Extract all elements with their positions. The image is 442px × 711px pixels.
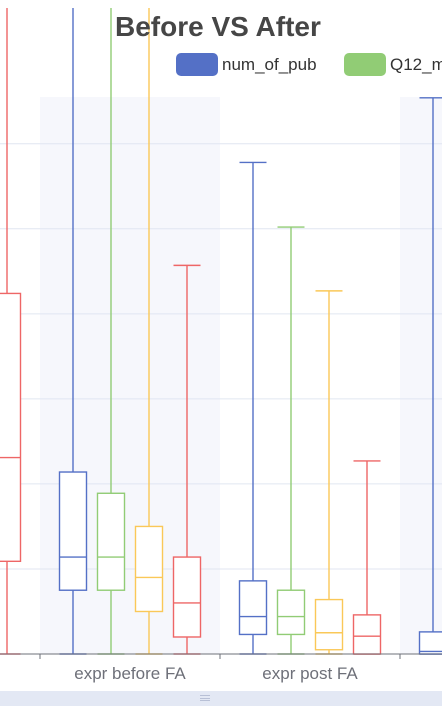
- legend[interactable]: num_of_pub Q12_m: [176, 53, 442, 76]
- iqr-box: [60, 472, 87, 590]
- iqr-box: [98, 493, 125, 590]
- iqr-box: [354, 615, 381, 654]
- boxplot-box[interactable]: [0, 8, 21, 654]
- legend-swatch: [344, 53, 386, 76]
- chart-title: Before VS After: [115, 11, 321, 42]
- boxplot-box[interactable]: [316, 291, 343, 654]
- iqr-box: [316, 600, 343, 650]
- x-tick-label: expr before FA: [74, 664, 186, 683]
- category-band: [400, 97, 442, 654]
- boxplot-box[interactable]: [240, 162, 267, 654]
- legend-item[interactable]: num_of_pub: [176, 53, 317, 76]
- horizontal-scrollbar[interactable]: [0, 691, 442, 706]
- iqr-box: [240, 581, 267, 635]
- scrollbar-grip-icon[interactable]: [200, 695, 210, 701]
- legend-swatch: [176, 53, 218, 76]
- legend-label: num_of_pub: [222, 55, 317, 74]
- boxplot-box[interactable]: [278, 227, 305, 654]
- legend-item[interactable]: Q12_m: [344, 53, 442, 76]
- x-tick-label: expr post FA: [262, 664, 358, 683]
- iqr-box: [0, 293, 21, 561]
- iqr-box: [278, 590, 305, 634]
- iqr-box: [420, 632, 442, 654]
- boxplot-box[interactable]: [354, 461, 381, 654]
- iqr-box: [174, 557, 201, 637]
- iqr-box: [136, 526, 163, 611]
- legend-label: Q12_m: [390, 55, 442, 74]
